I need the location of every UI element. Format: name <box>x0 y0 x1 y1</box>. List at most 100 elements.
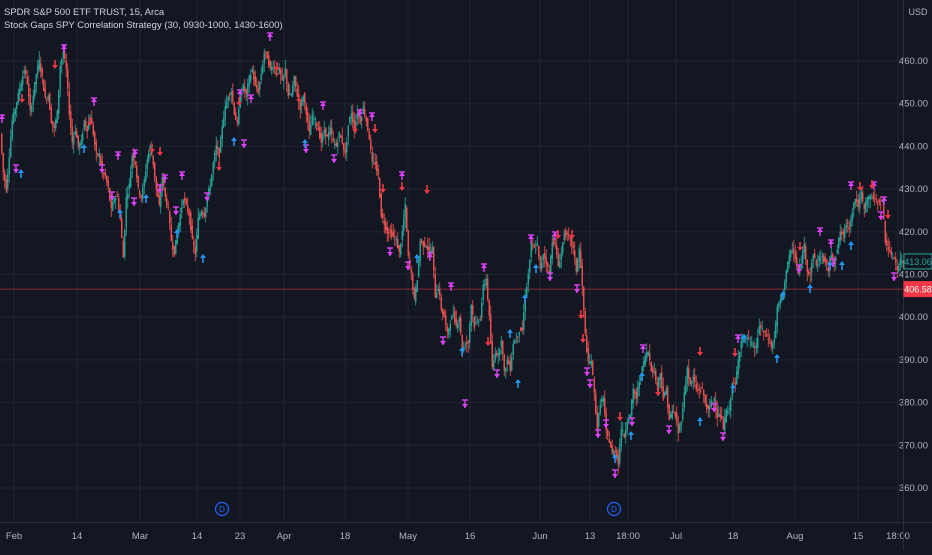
candle-body[interactable] <box>98 153 100 157</box>
candle-body[interactable] <box>848 226 850 230</box>
candle-body[interactable] <box>628 419 630 423</box>
candle-body[interactable] <box>712 401 714 403</box>
candle-body[interactable] <box>563 233 565 240</box>
candle-body[interactable] <box>626 422 628 431</box>
candle-body[interactable] <box>608 439 610 443</box>
candle-body[interactable] <box>818 255 820 262</box>
long-entry-arrow-icon[interactable] <box>18 169 24 178</box>
candle-body[interactable] <box>614 451 616 453</box>
candle-body[interactable] <box>71 127 73 143</box>
candle-body[interactable] <box>337 142 339 147</box>
candle-body[interactable] <box>194 246 196 255</box>
candle-body[interactable] <box>259 82 261 90</box>
candle-body[interactable] <box>163 177 165 186</box>
candle-body[interactable] <box>247 84 249 97</box>
short-entry-arrow-icon[interactable] <box>216 162 222 171</box>
candle-body[interactable] <box>403 218 405 232</box>
candle-body[interactable] <box>746 338 748 340</box>
candle-body[interactable] <box>52 120 54 126</box>
candle-body[interactable] <box>733 380 735 382</box>
candle-body[interactable] <box>82 133 84 141</box>
candle-body[interactable] <box>310 125 312 135</box>
candle-body[interactable] <box>50 107 52 123</box>
exit-marker-icon[interactable] <box>61 44 67 53</box>
long-entry-arrow-icon[interactable] <box>639 372 645 381</box>
candle-body[interactable] <box>553 238 555 245</box>
candle-body[interactable] <box>347 125 349 138</box>
candle-body[interactable] <box>145 171 147 181</box>
candle-body[interactable] <box>455 318 457 326</box>
candle-body[interactable] <box>844 227 846 239</box>
candle-body[interactable] <box>26 77 28 84</box>
candle-body[interactable] <box>305 104 307 115</box>
candle-body[interactable] <box>856 199 858 202</box>
candle-body[interactable] <box>97 153 99 156</box>
exit-marker-icon[interactable] <box>303 144 309 153</box>
candle-body[interactable] <box>862 192 864 201</box>
candle-body[interactable] <box>730 398 732 411</box>
exit-marker-icon[interactable] <box>179 171 185 180</box>
candle-body[interactable] <box>812 255 814 262</box>
candle-body[interactable] <box>535 248 537 251</box>
candle-body[interactable] <box>706 403 708 410</box>
candle-body[interactable] <box>496 353 498 356</box>
short-entry-arrow-icon[interactable] <box>569 230 575 239</box>
candle-body[interactable] <box>671 410 673 418</box>
candle-body[interactable] <box>140 195 142 199</box>
candle-body[interactable] <box>853 203 855 210</box>
candle-body[interactable] <box>443 311 445 318</box>
candle-body[interactable] <box>691 381 693 385</box>
candle-body[interactable] <box>338 132 340 138</box>
candle-body[interactable] <box>344 149 346 154</box>
candle-body[interactable] <box>182 200 184 206</box>
long-entry-arrow-icon[interactable] <box>522 294 528 303</box>
candle-body[interactable] <box>287 83 289 96</box>
candle-body[interactable] <box>721 415 723 420</box>
candle-body[interactable] <box>10 138 12 157</box>
short-entry-arrow-icon[interactable] <box>296 94 302 103</box>
candle-body[interactable] <box>854 199 856 205</box>
candle-body[interactable] <box>565 229 567 237</box>
candle-body[interactable] <box>250 74 252 81</box>
candle-body[interactable] <box>271 66 273 71</box>
candle-body[interactable] <box>785 270 787 283</box>
candle-body[interactable] <box>820 258 822 260</box>
candle-body[interactable] <box>772 342 774 349</box>
candle-body[interactable] <box>43 79 45 92</box>
candle-body[interactable] <box>224 106 226 119</box>
candle-body[interactable] <box>536 243 538 246</box>
candle-body[interactable] <box>325 127 327 136</box>
candle-body[interactable] <box>547 263 549 267</box>
short-entry-arrow-icon[interactable] <box>697 347 703 356</box>
candle-body[interactable] <box>422 241 424 247</box>
short-entry-arrow-icon[interactable] <box>578 310 584 319</box>
candle-body[interactable] <box>112 202 114 211</box>
candle-body[interactable] <box>505 368 507 372</box>
short-entry-arrow-icon[interactable] <box>797 242 803 251</box>
candle-body[interactable] <box>80 140 82 146</box>
candle-body[interactable] <box>211 174 213 187</box>
candle-body[interactable] <box>541 262 543 269</box>
long-entry-arrow-icon[interactable] <box>459 347 465 356</box>
long-entry-arrow-icon[interactable] <box>780 291 786 300</box>
candle-body[interactable] <box>781 293 783 300</box>
candle-body[interactable] <box>64 52 66 59</box>
candle-body[interactable] <box>412 274 414 290</box>
candle-body[interactable] <box>178 223 180 234</box>
candle-body[interactable] <box>569 237 571 239</box>
candle-body[interactable] <box>893 257 895 260</box>
candle-body[interactable] <box>461 335 463 353</box>
candle-body[interactable] <box>125 196 127 228</box>
candle-body[interactable] <box>764 331 766 333</box>
candle-body[interactable] <box>116 196 118 198</box>
candle-body[interactable] <box>419 240 421 261</box>
candle-body[interactable] <box>307 112 309 122</box>
candle-body[interactable] <box>488 299 490 316</box>
candle-body[interactable] <box>427 246 429 251</box>
candle-body[interactable] <box>838 238 840 249</box>
candle-body[interactable] <box>773 339 775 343</box>
candle-body[interactable] <box>880 203 882 205</box>
exit-marker-icon[interactable] <box>528 234 534 243</box>
exit-marker-icon[interactable] <box>320 101 326 110</box>
candle-body[interactable] <box>539 255 541 269</box>
